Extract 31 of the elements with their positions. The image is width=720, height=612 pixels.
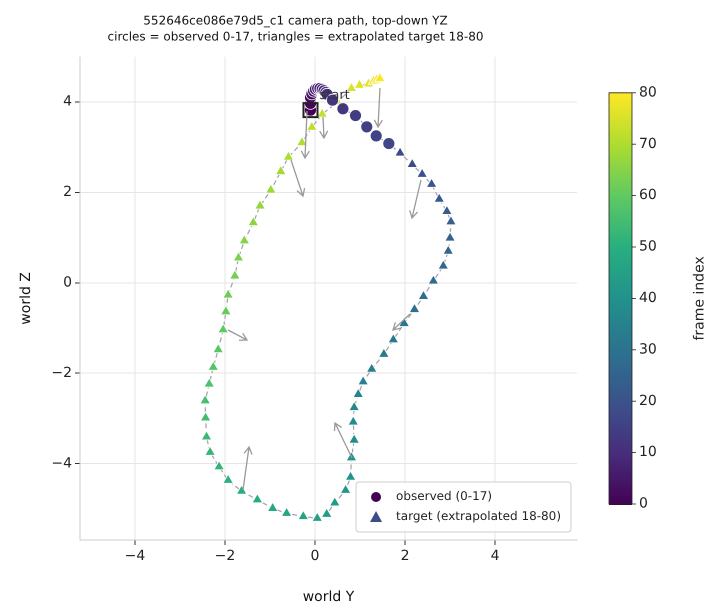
color-bar-label: 70 — [639, 136, 657, 152]
color-bar-label: 60 — [639, 187, 657, 204]
chart-subtitle: circles = observed 0-17, triangles = extrapolated target 18-80 — [108, 30, 484, 44]
point — [349, 109, 362, 122]
x-axis-title: world Y — [302, 589, 355, 606]
legend-label: target (extrapolated 18-80) — [396, 509, 562, 524]
y-tick-label: 2 — [63, 184, 72, 200]
x-tick-label: −4 — [124, 548, 146, 564]
y-axis-title: world Z — [18, 272, 34, 325]
point — [370, 130, 383, 142]
color-bar-label: 20 — [639, 392, 657, 409]
y-tick-label: 0 — [63, 274, 72, 290]
color-bar-label: 30 — [639, 341, 657, 358]
x-tick-label: −2 — [214, 548, 236, 564]
color-bar-title: frame index — [692, 256, 708, 341]
color-bar-label: 0 — [639, 496, 648, 512]
x-tick-label: 2 — [400, 548, 410, 564]
y-tick-label: −4 — [51, 455, 72, 472]
color-bar-label: 80 — [639, 84, 657, 100]
x-tick-label: 0 — [310, 548, 320, 564]
point — [382, 137, 396, 150]
x-tick-label: 4 — [490, 548, 500, 564]
chart-title: 552646ce086e79d5_c1 camera path, top-down YZ — [143, 13, 448, 28]
color-bar-label: 50 — [639, 238, 657, 255]
color-bar-label: 40 — [639, 290, 657, 306]
y-tick-label: 4 — [63, 94, 72, 110]
y-tick-label: −2 — [51, 364, 72, 381]
point — [336, 102, 350, 116]
legend-label: observed (0-17) — [396, 489, 492, 504]
point — [360, 120, 374, 134]
color-bar-label: 10 — [639, 444, 657, 460]
